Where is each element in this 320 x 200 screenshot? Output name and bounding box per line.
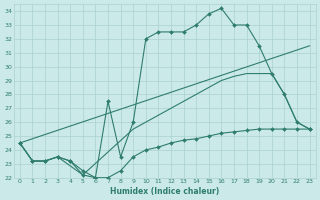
X-axis label: Humidex (Indice chaleur): Humidex (Indice chaleur)	[110, 187, 219, 196]
